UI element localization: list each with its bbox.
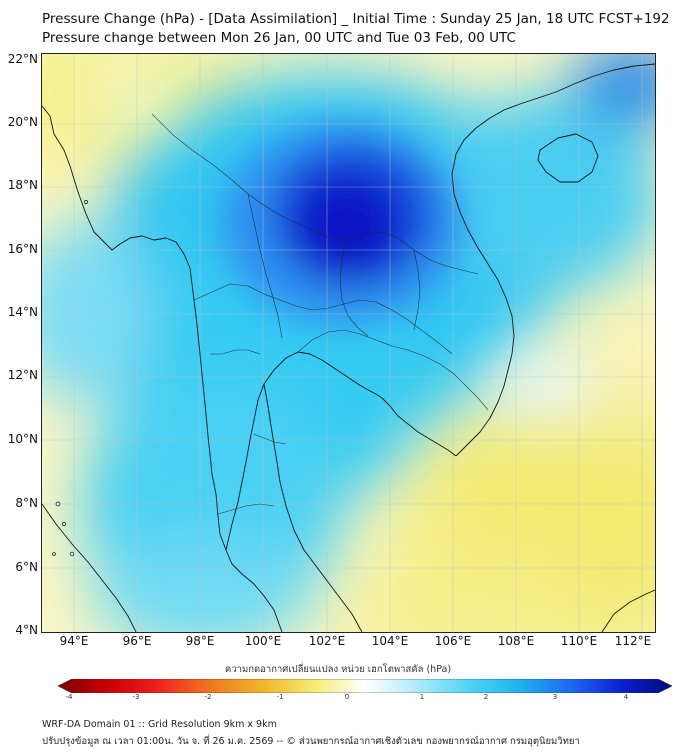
pressure-change-map (41, 53, 656, 633)
colorbar-tick: 0 (344, 693, 350, 701)
lon-label: 96°E (122, 634, 152, 648)
colorbar-tick: 3 (552, 693, 558, 701)
lat-label: 6°N (15, 560, 38, 574)
colorbar-tick: -1 (276, 693, 284, 701)
colorbar-tick: 2 (483, 693, 489, 701)
lat-label: 10°N (7, 432, 38, 446)
lon-label: 102°E (308, 634, 346, 648)
map-title: Pressure Change (hPa) - [Data Assimilati… (42, 11, 670, 27)
colorbar-tick: -2 (204, 693, 212, 701)
footer-credit: ปรับปรุงข้อมูล ณ เวลา 01:00น. วัน จ. ที่… (42, 736, 580, 747)
colorbar-tick: 1 (419, 693, 425, 701)
colorbar-tick: 4 (623, 693, 629, 701)
colorbar-title: ความกดอากาศเปลี่ยนแปลง หน่วย เฮกโตพาสคัล… (224, 664, 452, 675)
lon-label: 106°E (434, 634, 472, 648)
lat-label: 14°N (7, 305, 38, 319)
lat-label: 22°N (7, 52, 38, 66)
colorbar-tick: -4 (65, 693, 73, 701)
lat-label: 8°N (15, 496, 38, 510)
lon-label: 110°E (560, 634, 598, 648)
lon-label: 98°E (185, 634, 215, 648)
country-borders (151, 113, 489, 515)
lon-label: 94°E (59, 634, 89, 648)
lon-label: 100°E (244, 634, 282, 648)
lat-label: 16°N (7, 242, 38, 256)
colorbar (58, 679, 672, 693)
lat-label: 20°N (7, 115, 38, 129)
lat-label: 4°N (15, 623, 38, 637)
colorbar-tick: -3 (132, 693, 140, 701)
lon-label: 104°E (371, 634, 409, 648)
footer-model-info: WRF-DA Domain 01 :: Grid Resolution 9km … (42, 719, 277, 730)
lat-label: 18°N (7, 178, 38, 192)
pressure-fall-core (222, 124, 462, 324)
lon-label: 108°E (497, 634, 535, 648)
map-subtitle: Pressure change between Mon 26 Jan, 00 U… (42, 30, 516, 46)
lon-label: 112°E (614, 634, 652, 648)
lat-label: 12°N (7, 368, 38, 382)
graticule (42, 54, 655, 632)
